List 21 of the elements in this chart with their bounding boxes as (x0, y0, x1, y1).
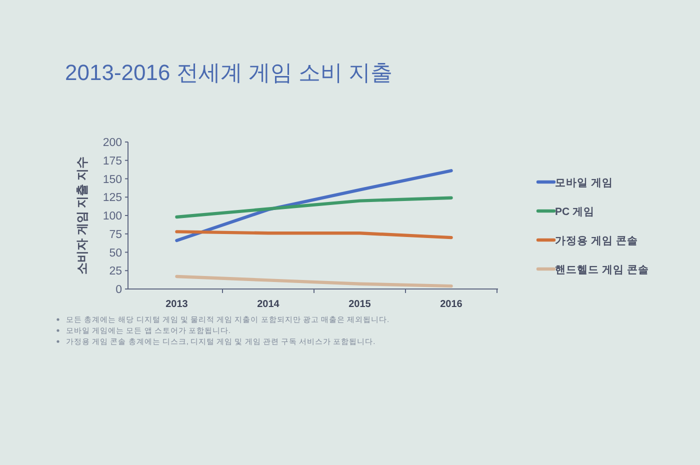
y-tick-label: 175 (102, 155, 122, 168)
legend-label: 모바일 게임 (555, 177, 613, 189)
y-tick-label: 125 (102, 192, 122, 204)
y-tick-label: 75 (109, 228, 122, 241)
y-tick-label: 150 (102, 174, 122, 186)
chart-title: 2013-2016 전세계 게임 소비 지출 (65, 60, 393, 85)
y-tick-label: 200 (102, 137, 122, 149)
line-series (175, 274, 453, 288)
x-tick-label: 2016 (440, 299, 463, 310)
y-tick-label: 100 (102, 210, 122, 222)
line-series (175, 196, 453, 219)
y-axis-title: 소비자 게임 지출 지수 (75, 156, 89, 275)
x-tick-label: 2013 (166, 299, 188, 310)
y-tick-label: 50 (109, 247, 122, 260)
y-tick-label: 25 (109, 266, 122, 278)
x-tick-label: 2015 (348, 299, 372, 310)
legend-label: PC 게임 (555, 206, 595, 218)
x-tick-label: 2014 (257, 299, 280, 310)
legend-label: 핸드헬드 게임 콘솔 (555, 264, 649, 276)
y-tick-label: 0 (116, 284, 122, 296)
legend-label: 가정용 게임 콘솔 (555, 235, 638, 247)
